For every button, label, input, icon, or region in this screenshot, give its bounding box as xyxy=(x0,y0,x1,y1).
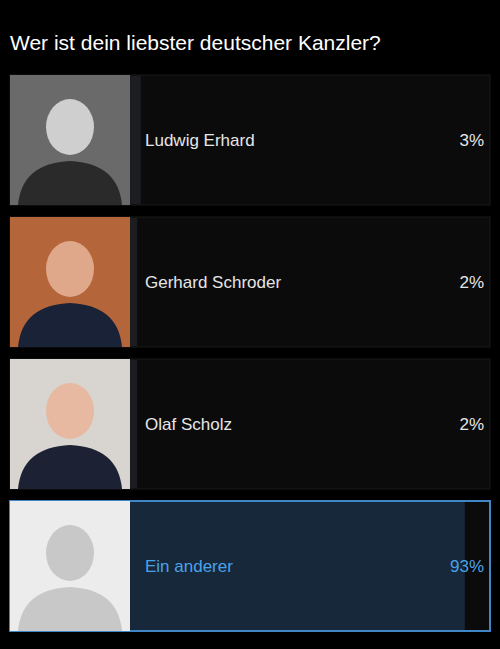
option-label: Olaf Scholz xyxy=(145,415,232,434)
option-label: Ein anderer xyxy=(145,557,233,576)
option-row xyxy=(10,75,490,205)
data-label: 2% xyxy=(459,273,484,292)
data-label: 93% xyxy=(450,557,484,576)
photo xyxy=(10,359,130,489)
photo xyxy=(10,217,130,347)
poll-option[interactable]: Gerhard Schroder 2% xyxy=(10,217,490,347)
photo-body xyxy=(18,587,122,631)
option-label: Gerhard Schroder xyxy=(145,273,281,292)
bar-group xyxy=(130,76,141,204)
poll-option[interactable]: Ludwig Erhard 3% xyxy=(10,75,490,205)
photo xyxy=(10,75,130,205)
photo-head xyxy=(46,525,94,581)
photo-head xyxy=(46,241,94,297)
poll-option[interactable]: Olaf Scholz 2% xyxy=(10,359,490,489)
photo-head xyxy=(46,99,94,155)
poll: Wer ist dein liebster deutscher Kanzler?… xyxy=(0,0,500,649)
data-label: 2% xyxy=(459,415,484,434)
poll-option[interactable]: Ein anderer 93% xyxy=(10,501,490,631)
photo-body xyxy=(18,161,122,205)
bar xyxy=(130,360,137,488)
photo-body xyxy=(18,445,122,489)
bar xyxy=(130,218,137,346)
bar xyxy=(130,76,141,204)
option-row xyxy=(10,359,490,489)
photo xyxy=(10,501,130,631)
photo-body xyxy=(18,303,122,347)
background xyxy=(0,0,500,649)
title: Wer ist dein liebster deutscher Kanzler? xyxy=(10,31,381,54)
data-label: 3% xyxy=(459,131,484,150)
bar-group xyxy=(130,502,465,630)
option-row xyxy=(10,217,490,347)
option-label: Ludwig Erhard xyxy=(145,131,255,150)
photo-head xyxy=(46,383,94,439)
bar-group xyxy=(130,360,137,488)
bar xyxy=(130,502,465,630)
bar-group xyxy=(130,218,137,346)
option-row xyxy=(10,501,490,631)
